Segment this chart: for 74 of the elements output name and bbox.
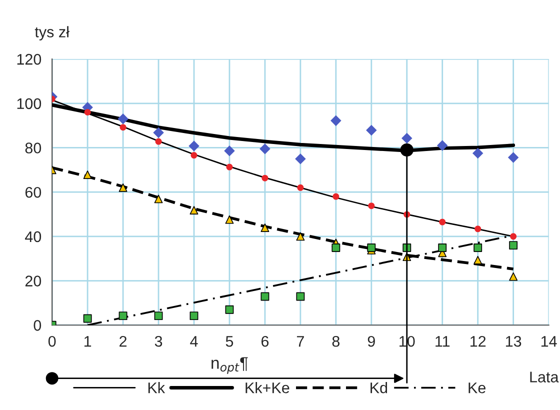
legend-label: Ke — [468, 382, 486, 394]
x-tick-label: 3 — [154, 336, 162, 347]
y-tick-label: 120 — [17, 54, 42, 65]
point — [297, 184, 304, 191]
point — [332, 244, 340, 252]
point — [225, 305, 234, 314]
y-tick-label: 0 — [34, 320, 42, 331]
x-tick-label: 1 — [84, 336, 92, 347]
x-tick-label: 9 — [368, 336, 375, 347]
x-tick-label: 0 — [48, 336, 56, 347]
point — [436, 140, 448, 151]
x-axis-title: Lata — [530, 372, 559, 382]
point — [332, 193, 340, 200]
point — [400, 143, 414, 157]
point — [83, 314, 92, 323]
y-tick-label: 100 — [17, 98, 42, 110]
point — [472, 148, 484, 159]
text: n$_{opt}$¶ — [212, 357, 248, 374]
point — [153, 127, 164, 138]
y-axis-title: tys zł — [34, 26, 70, 40]
x-tick-label: 8 — [332, 336, 340, 347]
y-tick-label: 60 — [25, 186, 42, 198]
point — [118, 114, 128, 124]
x-tick-label: 5 — [226, 336, 234, 347]
point — [190, 206, 198, 214]
point — [508, 152, 519, 163]
legend-label: Kk+Ke — [246, 382, 290, 394]
point — [509, 241, 518, 250]
point — [84, 109, 91, 116]
point — [295, 153, 306, 164]
point — [262, 174, 268, 182]
point — [224, 145, 235, 156]
point — [330, 115, 342, 126]
y-tick-label: 80 — [25, 142, 42, 154]
y-tick-label: 20 — [25, 276, 42, 286]
point — [296, 292, 305, 301]
x-tick-label: 13 — [506, 336, 522, 347]
point — [368, 202, 375, 210]
y-tick-label: 40 — [25, 231, 42, 242]
point — [439, 218, 446, 226]
point — [226, 164, 233, 170]
x-tick-label: 4 — [190, 336, 198, 347]
point — [509, 272, 518, 281]
point — [438, 244, 447, 252]
point — [474, 226, 482, 232]
point — [188, 140, 200, 152]
x-tick-label: 11 — [436, 336, 450, 347]
point — [225, 215, 234, 224]
point — [260, 224, 270, 232]
point — [190, 312, 198, 320]
point — [118, 312, 128, 320]
point — [155, 138, 162, 145]
point — [366, 124, 377, 136]
point — [402, 132, 412, 144]
x-tick-label: 2 — [120, 336, 127, 347]
point — [118, 183, 128, 192]
point — [367, 244, 376, 252]
point — [83, 170, 92, 180]
legend-label: Kk — [148, 382, 166, 394]
x-tick-label: 14 — [541, 336, 557, 347]
point — [190, 152, 198, 159]
point — [260, 292, 270, 301]
legend-label: Kd — [370, 382, 388, 394]
point — [154, 194, 163, 204]
point — [474, 244, 482, 252]
point — [260, 143, 270, 154]
point — [120, 124, 126, 131]
x-tick-label: 6 — [261, 336, 269, 347]
point — [474, 256, 482, 264]
point — [296, 232, 305, 241]
x-tick-label: 7 — [296, 336, 304, 347]
point — [510, 233, 517, 240]
x-tick-label: 12 — [470, 336, 486, 347]
point — [154, 312, 163, 320]
